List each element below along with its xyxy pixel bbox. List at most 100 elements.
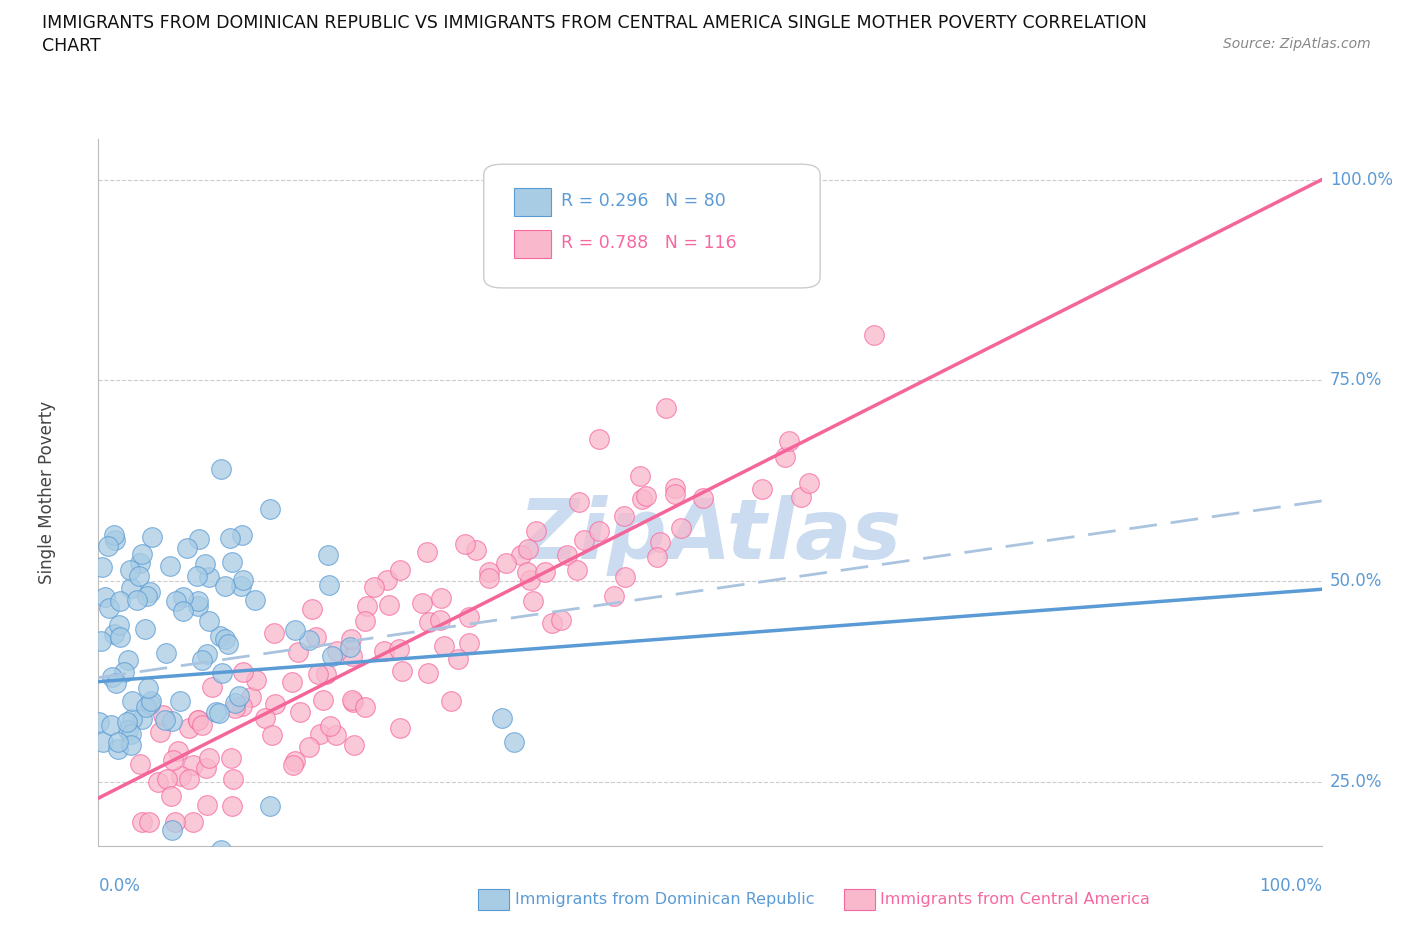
Text: 100.0%: 100.0%	[1330, 171, 1393, 189]
Point	[221, 554, 243, 569]
Point	[194, 556, 217, 571]
Point	[224, 696, 246, 711]
Point	[588, 524, 610, 538]
Point	[91, 734, 114, 749]
Point	[97, 601, 120, 616]
Point	[510, 548, 533, 563]
Point	[491, 711, 513, 725]
Point	[309, 726, 332, 741]
Point	[340, 631, 363, 646]
Point	[325, 727, 347, 742]
Point	[773, 449, 796, 464]
Point	[117, 723, 139, 737]
Point	[588, 432, 610, 446]
Point	[778, 433, 800, 448]
Point	[139, 584, 162, 599]
Text: IMMIGRANTS FROM DOMINICAN REPUBLIC VS IMMIGRANTS FROM CENTRAL AMERICA SINGLE MOT: IMMIGRANTS FROM DOMINICAN REPUBLIC VS IM…	[42, 14, 1147, 32]
Point	[217, 637, 239, 652]
Point	[312, 692, 335, 707]
Point	[284, 753, 307, 768]
Point	[231, 578, 253, 593]
Point	[136, 589, 159, 604]
Point	[534, 565, 557, 580]
Text: 75.0%: 75.0%	[1330, 371, 1382, 390]
Point	[307, 667, 329, 682]
Point	[232, 572, 254, 587]
Point	[433, 638, 456, 653]
Point	[94, 590, 117, 604]
Point	[208, 629, 231, 644]
Point	[209, 461, 232, 476]
Point	[218, 531, 240, 546]
Point	[115, 714, 138, 729]
Point	[107, 735, 129, 750]
Point	[664, 481, 686, 496]
Point	[112, 665, 135, 680]
Point	[121, 711, 143, 726]
Point	[572, 532, 595, 547]
Point	[176, 541, 198, 556]
Point	[540, 616, 562, 631]
Point	[516, 565, 538, 579]
FancyBboxPatch shape	[484, 165, 820, 288]
Point	[603, 589, 626, 604]
Point	[222, 772, 245, 787]
Point	[316, 548, 339, 563]
Point	[162, 752, 184, 767]
Point	[259, 501, 281, 516]
Point	[120, 580, 142, 595]
Point	[100, 717, 122, 732]
Point	[146, 775, 169, 790]
Point	[211, 666, 233, 681]
Point	[375, 572, 398, 587]
Point	[655, 401, 678, 416]
Point	[363, 580, 385, 595]
Point	[478, 571, 501, 586]
Point	[134, 621, 156, 636]
Point	[172, 604, 194, 618]
Point	[568, 494, 591, 509]
Text: 25.0%: 25.0%	[1330, 773, 1382, 791]
Point	[440, 694, 463, 709]
Point	[288, 704, 311, 719]
Point	[373, 644, 395, 658]
Point	[478, 565, 501, 579]
Point	[648, 535, 671, 550]
Point	[159, 559, 181, 574]
Point	[104, 675, 127, 690]
Point	[104, 533, 127, 548]
Point	[524, 524, 547, 538]
Point	[170, 769, 193, 784]
Point	[318, 578, 340, 592]
Point	[429, 613, 451, 628]
Point	[232, 665, 254, 680]
Point	[221, 798, 243, 813]
Point	[321, 649, 343, 664]
Point	[240, 689, 263, 704]
Point	[343, 737, 366, 752]
Point	[464, 543, 486, 558]
Point	[315, 667, 337, 682]
Point	[131, 712, 153, 727]
Point	[751, 482, 773, 497]
Point	[391, 663, 413, 678]
Point	[131, 547, 153, 562]
Point	[503, 735, 526, 750]
Point	[340, 693, 363, 708]
Text: Source: ZipAtlas.com: Source: ZipAtlas.com	[1223, 37, 1371, 51]
Point	[214, 578, 236, 593]
Point	[354, 614, 377, 629]
Point	[205, 704, 228, 719]
Point	[139, 697, 162, 711]
Point	[458, 636, 481, 651]
Text: 100.0%: 100.0%	[1258, 877, 1322, 895]
Point	[262, 727, 284, 742]
Point	[108, 630, 131, 644]
Point	[120, 737, 142, 752]
Point	[356, 598, 378, 613]
Point	[155, 645, 177, 660]
Point	[692, 490, 714, 505]
Point	[416, 545, 439, 560]
Point	[160, 714, 183, 729]
Bar	[515, 188, 551, 216]
